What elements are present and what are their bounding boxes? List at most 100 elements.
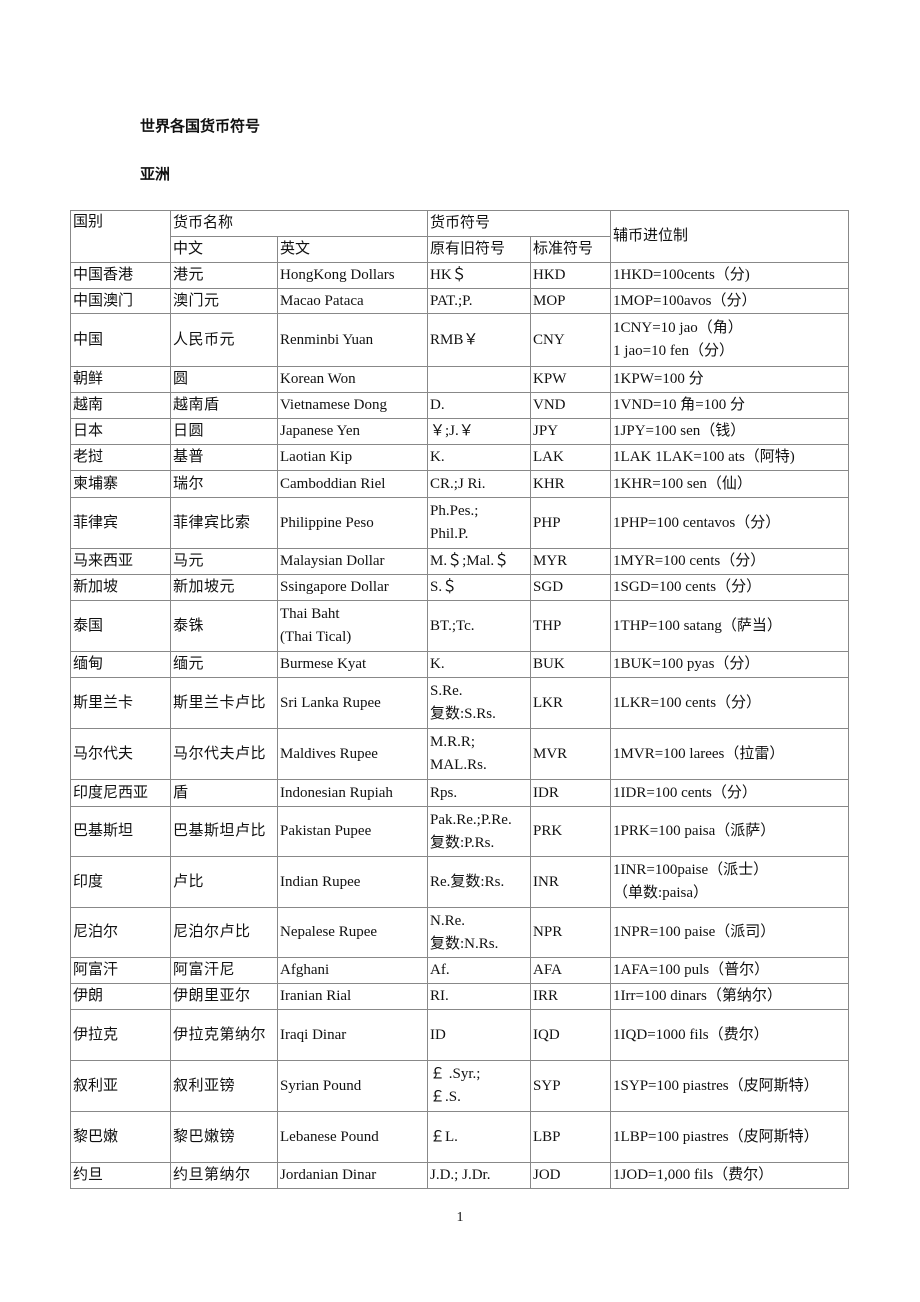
cell-subunit: 1JPY=100 sen（钱） — [610, 418, 850, 445]
cell-symbol-old — [427, 366, 532, 393]
cell-subunit: 1CNY=10 jao（角） 1 jao=10 fen（分） — [610, 313, 850, 367]
cell-symbol-old: M.R.R; MAL.Rs. — [427, 728, 532, 780]
cell-symbol-old: S.＄ — [427, 574, 532, 601]
cell-name-en: Philippine Peso — [276, 497, 429, 549]
cell-subunit: 1HKD=100cents（分) — [610, 262, 850, 289]
table-row: 新加坡 新加坡元 Ssingapore Dollar S.＄ SGD 1SGD=100 c… — [70, 574, 850, 601]
cell-name-en: Sri Lanka Rupee — [276, 677, 429, 729]
cell-country: 老挝 — [70, 444, 171, 471]
cell-country: 新加坡 — [70, 574, 171, 601]
cell-country: 越南 — [70, 392, 171, 419]
cell-symbol-old: Re.复数:Rs. — [427, 856, 532, 908]
cell-name-zh: 缅元 — [170, 651, 278, 678]
table-row: 伊拉克 伊拉克第纳尔 Iraqi Dinar ID IQD 1IQD=1000 fils（… — [70, 1009, 850, 1061]
table-row: 马来西亚 马元 Malaysian Dollar M.＄;Mal.＄ MYR 1MYR=1… — [70, 548, 850, 575]
section-heading: 亚洲 — [140, 165, 171, 183]
cell-symbol-std: JPY — [530, 418, 612, 445]
cell-name-en: HongKong Dollars — [276, 262, 429, 289]
cell-name-zh: 巴基斯坦卢比 — [170, 806, 278, 857]
cell-symbol-old: RMB￥ — [427, 313, 532, 367]
cell-name-en: Jordanian Dinar — [276, 1162, 429, 1189]
cell-symbol-std: BUK — [530, 651, 612, 678]
table-row: 巴基斯坦 巴基斯坦卢比 Pakistan Pupee Pak.Re.;P.Re. 复数… — [70, 806, 850, 857]
cell-subunit: 1IQD=1000 fils（费尔） — [610, 1009, 850, 1061]
cell-symbol-old: K. — [427, 444, 532, 471]
cell-symbol-old: RI. — [427, 983, 532, 1010]
cell-symbol-std: LKR — [530, 677, 612, 729]
cell-subunit: 1LAK 1LAK=100 ats（阿特) — [610, 444, 850, 471]
cell-name-en: Japanese Yen — [276, 418, 429, 445]
cell-symbol-std: MOP — [530, 288, 612, 314]
header-symbol-std: 标准符号 — [530, 236, 612, 263]
cell-country: 约旦 — [70, 1162, 171, 1189]
table-row: 中国 人民币元 Renminbi Yuan RMB￥ CNY 1CNY=10 jao（角）… — [70, 313, 850, 367]
cell-subunit: 1KPW=100 分 — [610, 366, 850, 393]
cell-country: 柬埔寨 — [70, 470, 171, 498]
cell-name-en: Iranian Rial — [276, 983, 429, 1010]
cell-subunit: 1AFA=100 puls（普尔） — [610, 957, 850, 984]
table-row: 越南 越南盾 Vietnamese Dong D. VND 1VND=10 角=100 分 — [70, 392, 850, 419]
cell-name-zh: 人民币元 — [170, 313, 278, 367]
cell-symbol-old: ID — [427, 1009, 532, 1061]
cell-symbol-old: ￡L. — [427, 1111, 532, 1163]
table-row: 菲律宾 菲律宾比索 Philippine Peso Ph.Pes.; Phil.P. P… — [70, 497, 850, 549]
cell-name-en: Syrian Pound — [276, 1060, 429, 1112]
table-row: 朝鲜圆 Korean Won KPW 1KPW=100 分 — [70, 366, 850, 393]
cell-name-en: Iraqi Dinar — [276, 1009, 429, 1061]
cell-name-zh: 卢比 — [170, 856, 278, 908]
cell-name-zh: 约旦第纳尔 — [170, 1162, 278, 1189]
cell-symbol-std: MYR — [530, 548, 612, 575]
cell-name-zh: 港元 — [170, 262, 278, 289]
cell-subunit: 1LKR=100 cents（分） — [610, 677, 850, 729]
document-title: 世界各国货币符号 — [140, 117, 261, 135]
cell-name-zh: 瑞尔 — [170, 470, 278, 498]
cell-name-zh: 斯里兰卡卢比 — [170, 677, 278, 729]
cell-name-en: Pakistan Pupee — [276, 806, 429, 857]
cell-symbol-std: HKD — [530, 262, 612, 289]
table-row: 缅甸 缅元 Burmese Kyat K. BUK 1BUK=100 pyas（分） — [70, 651, 850, 678]
table-row: 叙利亚 叙利亚镑 Syrian Pound ￡ .Syr.; ￡.S. SYP 1SYP=… — [70, 1060, 850, 1112]
table-row: 中国澳门 澳门元 Macao Pataca PAT.;P. MOP 1MOP=100avo… — [70, 288, 850, 314]
table-row: 印度 卢比 Indian Rupee Re.复数:Rs. INR 1INR=100pais… — [70, 856, 850, 908]
cell-name-en: Nepalese Rupee — [276, 907, 429, 958]
cell-subunit: 1SYP=100 piastres（皮阿斯特） — [610, 1060, 850, 1112]
cell-country: 巴基斯坦 — [70, 806, 171, 857]
cell-symbol-old: Af. — [427, 957, 532, 984]
cell-subunit: 1INR=100paise（派士） （单数:paisa） — [610, 856, 850, 908]
header-subunit: 辅币进位制 — [610, 210, 850, 263]
table-row: 日本 日圆 Japanese Yen ￥;J.￥ JPY 1JPY=100 sen（钱） — [70, 418, 850, 445]
cell-symbol-std: CNY — [530, 313, 612, 367]
cell-symbol-old: BT.;Tc. — [427, 600, 532, 652]
cell-subunit: 1THP=100 satang（萨当） — [610, 600, 850, 652]
cell-country: 尼泊尔 — [70, 907, 171, 958]
cell-country: 缅甸 — [70, 651, 171, 678]
cell-country: 伊朗 — [70, 983, 171, 1010]
cell-country: 马来西亚 — [70, 548, 171, 575]
cell-country: 印度 — [70, 856, 171, 908]
cell-name-zh: 伊朗里亚尔 — [170, 983, 278, 1010]
cell-country: 菲律宾 — [70, 497, 171, 549]
cell-symbol-old: Rps. — [427, 779, 532, 807]
header-symbol: 货币符号 — [427, 210, 612, 237]
cell-symbol-std: SGD — [530, 574, 612, 601]
cell-symbol-std: KHR — [530, 470, 612, 498]
cell-name-en: Indian Rupee — [276, 856, 429, 908]
cell-name-zh: 马尔代夫卢比 — [170, 728, 278, 780]
table-row: 伊朗 伊朗里亚尔 Iranian Rial RI. IRR 1Irr=100 dinars… — [70, 983, 850, 1010]
cell-symbol-old: ￥;J.￥ — [427, 418, 532, 445]
cell-symbol-old: HK＄ — [427, 262, 532, 289]
header-symbol-old: 原有旧符号 — [427, 236, 532, 263]
currency-table: 国别 货币名称 货币符号 辅币进位制 中文 英文 原有旧符号 标准符号 中国香港… — [70, 210, 850, 1189]
cell-name-zh: 盾 — [170, 779, 278, 807]
cell-name-en: Renminbi Yuan — [276, 313, 429, 367]
cell-symbol-old: S.Re. 复数:S.Rs. — [427, 677, 532, 729]
table-row: 柬埔寨 瑞尔 Camboddian Riel CR.;J Ri. KHR 1KHR=100… — [70, 470, 850, 498]
cell-symbol-std: MVR — [530, 728, 612, 780]
cell-subunit: 1Irr=100 dinars（第纳尔） — [610, 983, 850, 1010]
cell-symbol-std: IDR — [530, 779, 612, 807]
cell-name-zh: 叙利亚镑 — [170, 1060, 278, 1112]
table-row: 中国香港 港元 HongKong Dollars HK＄ HKD 1HKD=100cent… — [70, 262, 850, 289]
cell-symbol-std: THP — [530, 600, 612, 652]
cell-name-zh: 越南盾 — [170, 392, 278, 419]
cell-name-zh: 日圆 — [170, 418, 278, 445]
